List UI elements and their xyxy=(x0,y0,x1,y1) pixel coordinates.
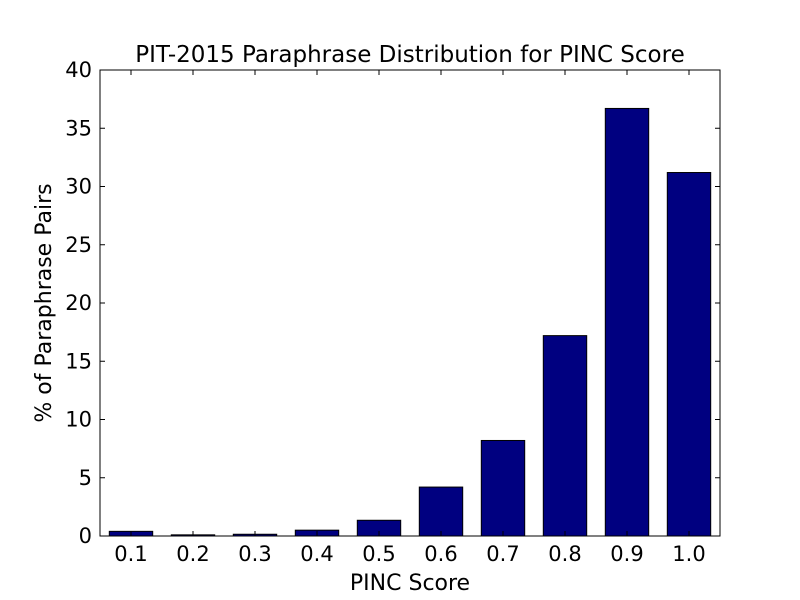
y-tick-labels: 0 5 10 15 20 25 30 35 40 xyxy=(65,58,92,548)
y-tick-label-10: 10 xyxy=(65,408,92,432)
bar-0.9 xyxy=(604,107,650,537)
y-tick-label-15: 15 xyxy=(65,349,92,373)
x-tick-label-0.9: 0.9 xyxy=(610,542,643,566)
bar-1.0 xyxy=(666,172,712,537)
x-tick-label-0.4: 0.4 xyxy=(300,542,333,566)
y-tick-label-30: 30 xyxy=(65,175,92,199)
chart-title: PIT-2015 Paraphrase Distribution for PIN… xyxy=(135,42,684,68)
x-axis-label: PINC Score xyxy=(350,571,470,596)
y-tick-label-25: 25 xyxy=(65,233,92,257)
x-tick-label-0.5: 0.5 xyxy=(362,542,395,566)
y-axis-label: % of Paraphrase Pairs xyxy=(32,183,57,422)
x-tick-label-0.3: 0.3 xyxy=(238,542,271,566)
x-tick-label-0.8: 0.8 xyxy=(548,542,581,566)
bar-0.7 xyxy=(480,439,526,537)
x-tick-labels: 0.1 0.2 0.3 0.4 0.5 0.6 0.7 0.8 0.9 1.0 xyxy=(114,542,705,566)
x-tick-label-0.6: 0.6 xyxy=(424,542,457,566)
x-tick-label-0.7: 0.7 xyxy=(486,542,519,566)
y-tick-label-5: 5 xyxy=(79,466,92,490)
y-tick-label-0: 0 xyxy=(79,524,92,548)
y-tick-label-20: 20 xyxy=(65,291,92,315)
x-tick-label-1.0: 1.0 xyxy=(672,542,705,566)
ticks-layer xyxy=(100,69,720,537)
x-tick-label-0.2: 0.2 xyxy=(176,542,209,566)
x-tick-label-0.1: 0.1 xyxy=(114,542,147,566)
y-tick-label-40: 40 xyxy=(65,58,92,82)
y-tick-label-35: 35 xyxy=(65,116,92,140)
bar-0.8 xyxy=(542,335,588,537)
bars-layer xyxy=(108,107,712,537)
bar-0.6 xyxy=(418,486,464,537)
